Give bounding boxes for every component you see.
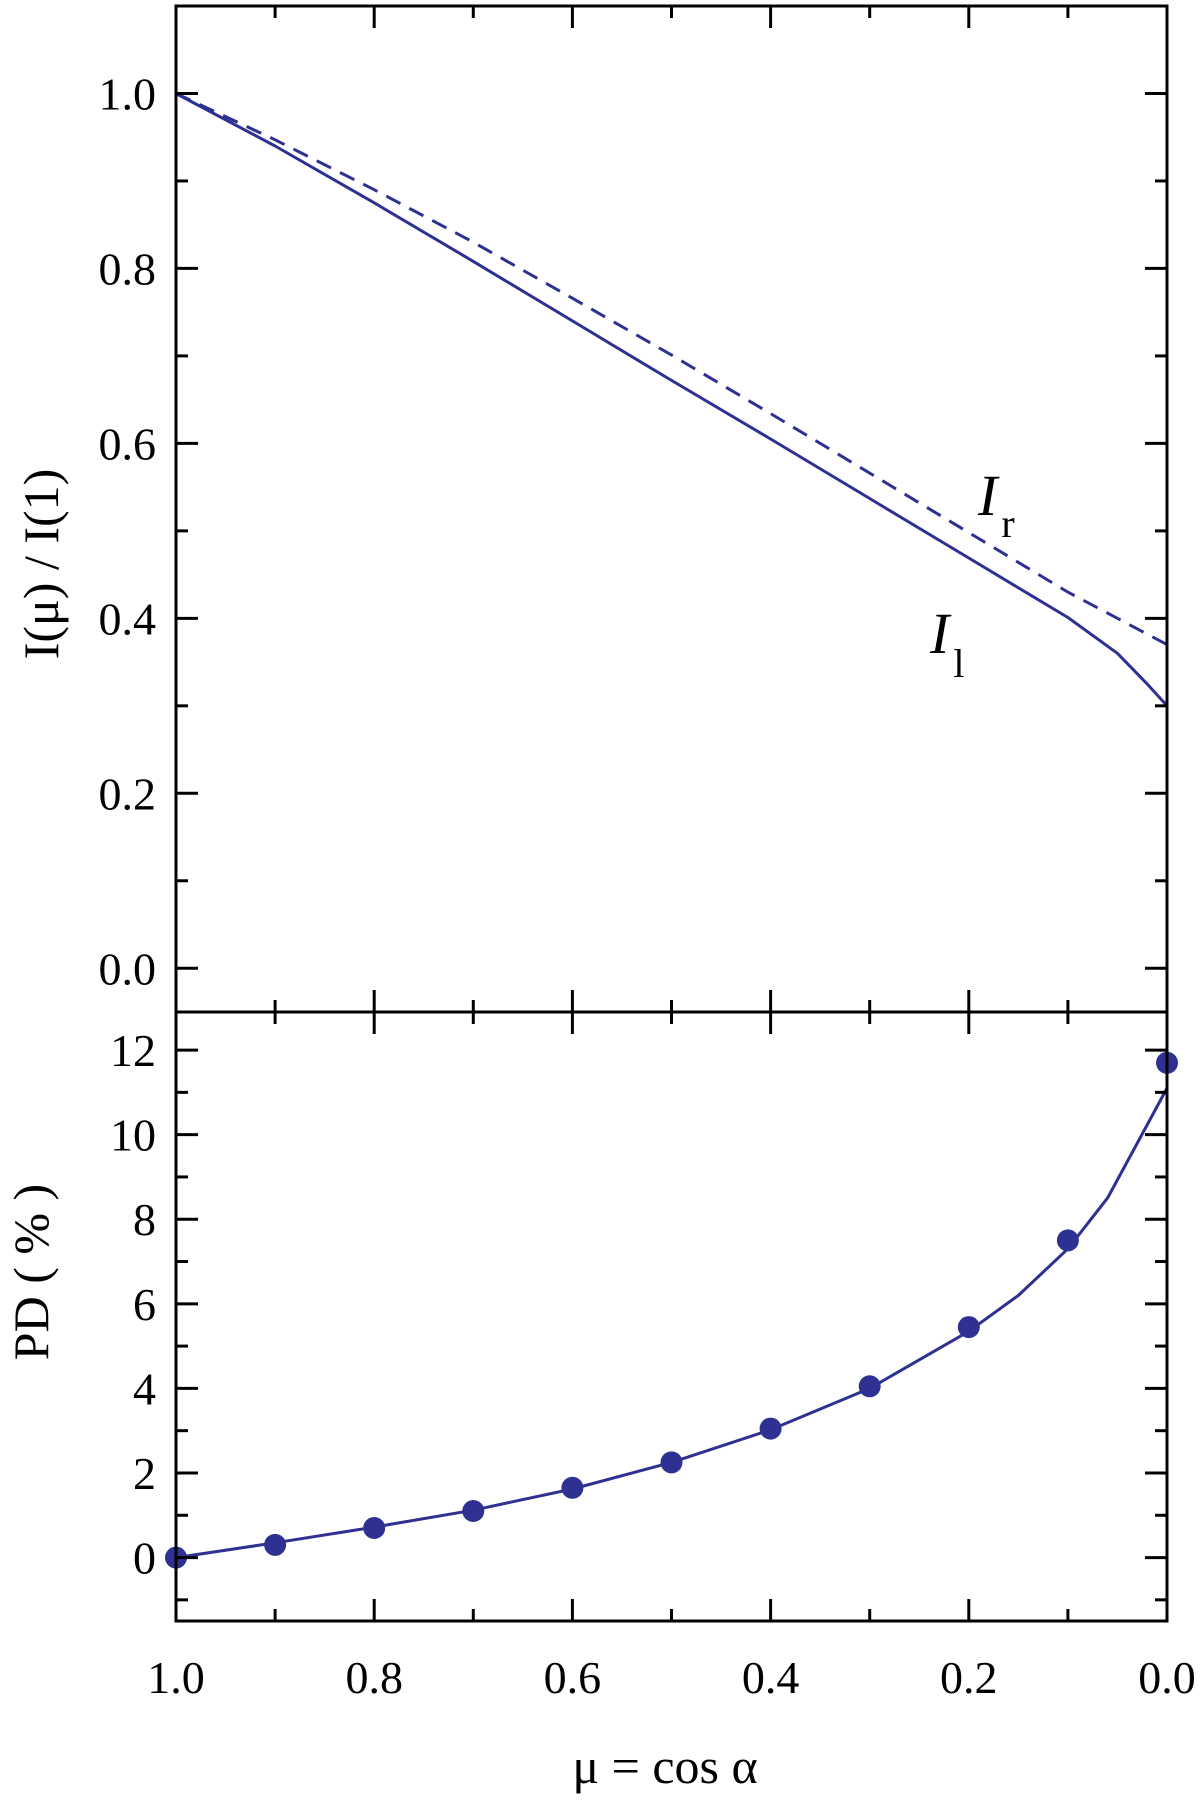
bottom-y-tick-label: 0: [133, 1533, 156, 1584]
bottom-curves: [165, 1051, 1178, 1569]
top-y-tick-label: 1.0: [99, 68, 157, 119]
pd-data-point: [1056, 1229, 1079, 1252]
x-tick-label: 0.0: [1138, 1652, 1196, 1703]
top-y-tick-label: 0.8: [99, 243, 157, 294]
top-ticks: [174, 6, 1169, 1012]
x-tick-label: 1.0: [147, 1652, 205, 1703]
top-panel-frame: [174, 4, 1169, 1014]
x-tick-label: 0.2: [940, 1652, 998, 1703]
top-y-tick-label: 0.0: [99, 943, 157, 994]
bottom-y-axis-title: PD ( % ): [3, 1184, 59, 1360]
x-tick-label: 0.8: [345, 1652, 403, 1703]
x-tick-label: 0.6: [544, 1652, 602, 1703]
bottom-x-tick-labels: 1.0 0.8 0.6 0.4 0.2 0.0: [147, 1652, 1196, 1703]
pd-data-point: [660, 1451, 683, 1474]
ir-dashed-line: [175, 92, 1168, 646]
bottom-y-tick-label: 12: [110, 1025, 156, 1076]
bottom-y-tick-label: 6: [133, 1279, 156, 1330]
pd-data-point: [858, 1375, 881, 1398]
bottom-y-tick-labels: 12 10 8 6 4 2 0: [110, 1025, 156, 1584]
bottom-panel-frame: [174, 1010, 1169, 1623]
top-y-axis-title: I(μ) / I(1): [13, 469, 69, 660]
bottom-y-tick-label: 10: [110, 1110, 156, 1161]
bottom-y-tick-label: 8: [133, 1194, 156, 1245]
pd-data-point: [957, 1316, 980, 1339]
top-curves: [175, 92, 1169, 707]
pd-solid-line: [175, 1087, 1169, 1560]
pd-data-point: [264, 1533, 287, 1556]
bottom-y-tick-label: 2: [133, 1448, 156, 1499]
bottom-panel-plot: 12 10 8 6 4 2 0 1.0 0.8 0.6 0.4 0.2 0.0 PD ( % ) μ …: [3, 1010, 1196, 1794]
il-solid-line: [175, 92, 1169, 707]
pd-data-point: [363, 1517, 386, 1539]
bottom-y-tick-label: 4: [133, 1363, 156, 1414]
pd-data-point: [759, 1417, 782, 1440]
top-y-tick-labels: 1.0 0.8 0.6 0.4 0.2 0.0: [99, 68, 157, 994]
x-axis-title: μ = cos α: [572, 1738, 757, 1794]
x-tick-label: 0.4: [742, 1652, 800, 1703]
top-y-tick-label: 0.2: [99, 768, 157, 819]
bottom-ticks: [174, 1012, 1169, 1621]
pd-data-point: [561, 1476, 584, 1499]
top-y-tick-label: 0.6: [99, 418, 157, 469]
top-y-tick-label: 0.4: [99, 593, 157, 644]
pd-data-point: [462, 1500, 485, 1522]
